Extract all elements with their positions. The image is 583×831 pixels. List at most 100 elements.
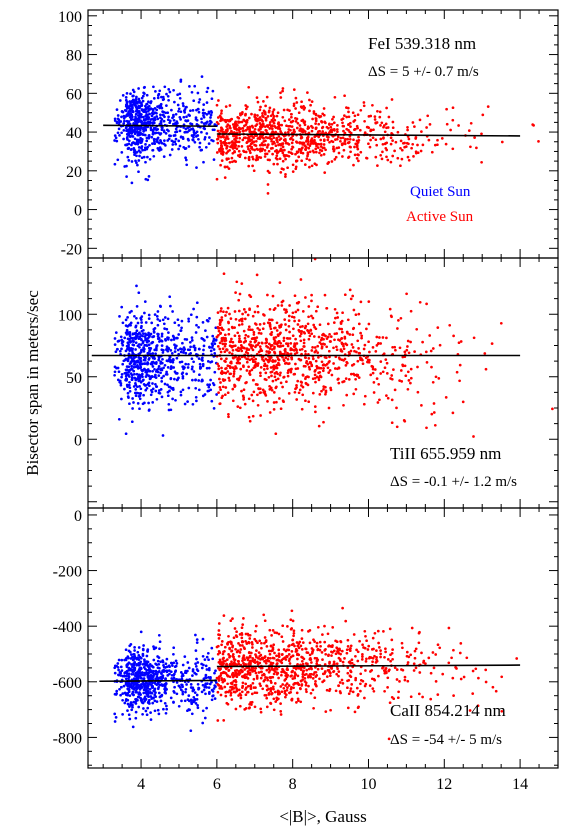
data-point — [164, 691, 168, 695]
data-point — [161, 351, 165, 354]
data-point — [294, 367, 298, 371]
data-point — [230, 345, 233, 348]
data-point — [133, 149, 137, 152]
data-point — [128, 644, 132, 648]
data-point — [434, 375, 438, 379]
data-point — [123, 658, 126, 662]
data-point — [172, 115, 175, 118]
data-point — [127, 159, 131, 162]
data-point — [191, 138, 195, 142]
data-point — [121, 362, 125, 366]
data-point — [251, 141, 254, 144]
data-point — [481, 113, 485, 117]
data-point — [183, 130, 187, 134]
data-point — [150, 321, 154, 325]
data-point — [164, 132, 168, 135]
data-point — [374, 155, 378, 159]
data-point — [391, 657, 394, 661]
data-point — [128, 341, 132, 344]
data-point — [190, 357, 194, 361]
data-point — [352, 362, 356, 366]
data-point — [311, 126, 314, 129]
data-point — [319, 115, 323, 118]
data-point — [258, 328, 261, 332]
data-point — [218, 377, 221, 381]
data-point — [321, 130, 325, 133]
data-point — [145, 713, 149, 717]
data-point — [172, 689, 176, 693]
data-point — [143, 85, 146, 89]
data-point — [162, 119, 166, 123]
data-point — [151, 696, 155, 700]
data-point — [381, 142, 385, 146]
data-point — [230, 129, 233, 133]
data-point — [155, 315, 159, 318]
data-point — [284, 323, 287, 326]
data-point — [228, 351, 231, 354]
data-point — [275, 154, 279, 158]
data-point — [286, 108, 289, 112]
data-point — [412, 155, 415, 158]
data-point — [167, 385, 171, 389]
data-point — [300, 119, 304, 123]
data-point — [272, 140, 276, 144]
data-point — [275, 137, 278, 140]
data-point — [252, 686, 256, 689]
data-point — [297, 699, 300, 702]
data-point — [182, 104, 185, 108]
data-point — [159, 362, 163, 365]
data-point — [130, 681, 134, 685]
data-point — [142, 91, 145, 95]
data-point — [140, 102, 143, 106]
data-point — [244, 310, 247, 314]
data-point — [158, 106, 162, 110]
data-point — [131, 656, 134, 659]
data-point — [252, 330, 256, 334]
data-point — [179, 118, 182, 121]
data-point — [389, 160, 393, 164]
data-point — [136, 367, 140, 370]
data-point — [144, 337, 147, 340]
data-point — [189, 698, 193, 702]
data-point — [151, 148, 155, 152]
data-point — [128, 685, 132, 689]
data-point — [375, 649, 378, 652]
data-point — [363, 119, 366, 123]
data-point — [356, 141, 360, 144]
data-point — [349, 372, 353, 376]
data-point — [384, 650, 387, 654]
data-point — [438, 646, 442, 650]
data-point — [274, 156, 278, 160]
data-point — [244, 123, 248, 126]
data-point — [161, 318, 165, 322]
data-point — [134, 710, 138, 714]
data-point — [171, 397, 174, 401]
data-point — [292, 372, 296, 376]
data-point — [311, 377, 315, 381]
data-point — [259, 374, 262, 378]
data-point — [322, 107, 326, 110]
data-point — [261, 124, 265, 128]
data-point — [282, 358, 286, 362]
data-point — [119, 665, 123, 669]
data-point — [131, 141, 134, 145]
data-point — [425, 126, 428, 129]
data-point — [133, 332, 137, 336]
data-point — [310, 164, 314, 168]
data-point — [261, 114, 264, 118]
data-point — [305, 139, 309, 142]
data-point — [267, 149, 271, 153]
data-point — [327, 361, 331, 364]
data-point — [269, 114, 273, 118]
data-point — [304, 662, 308, 665]
data-point — [182, 346, 186, 349]
data-point — [153, 348, 157, 352]
data-point — [406, 125, 409, 129]
data-point — [363, 696, 366, 700]
data-point — [325, 345, 329, 349]
data-point — [272, 136, 276, 140]
data-point — [296, 644, 300, 648]
data-point — [287, 124, 290, 128]
data-point — [219, 135, 223, 139]
data-point — [308, 109, 311, 113]
